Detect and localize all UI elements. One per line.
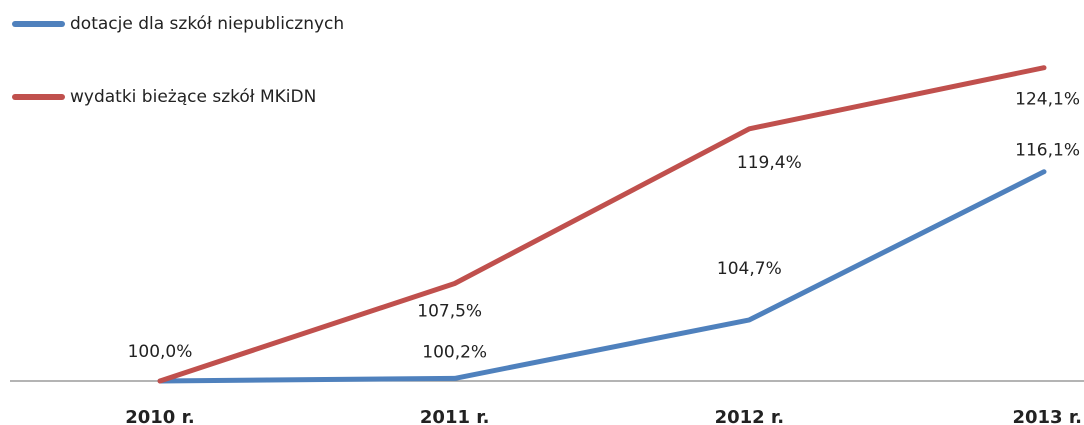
x-tick-label: 2010 r. — [125, 407, 195, 425]
series-line — [157, 169, 1047, 384]
x-tick-label: 2012 r. — [715, 407, 785, 425]
data-label: 104,7% — [717, 259, 782, 279]
data-label: 116,1% — [1015, 141, 1080, 161]
legend-label: dotacje dla szkół niepublicznych — [70, 14, 344, 34]
data-label: 124,1% — [1015, 90, 1080, 110]
data-label: 119,4% — [737, 153, 802, 173]
legend-label: wydatki bieżące szkół MKiDN — [70, 87, 316, 107]
series-line — [157, 65, 1047, 384]
data-label: 107,5% — [417, 302, 482, 322]
data-label: 100,2% — [422, 342, 487, 362]
x-tick-label: 2013 r. — [1012, 407, 1082, 425]
x-tick-label: 2011 r. — [420, 407, 490, 425]
data-label: 100,0% — [128, 342, 193, 362]
